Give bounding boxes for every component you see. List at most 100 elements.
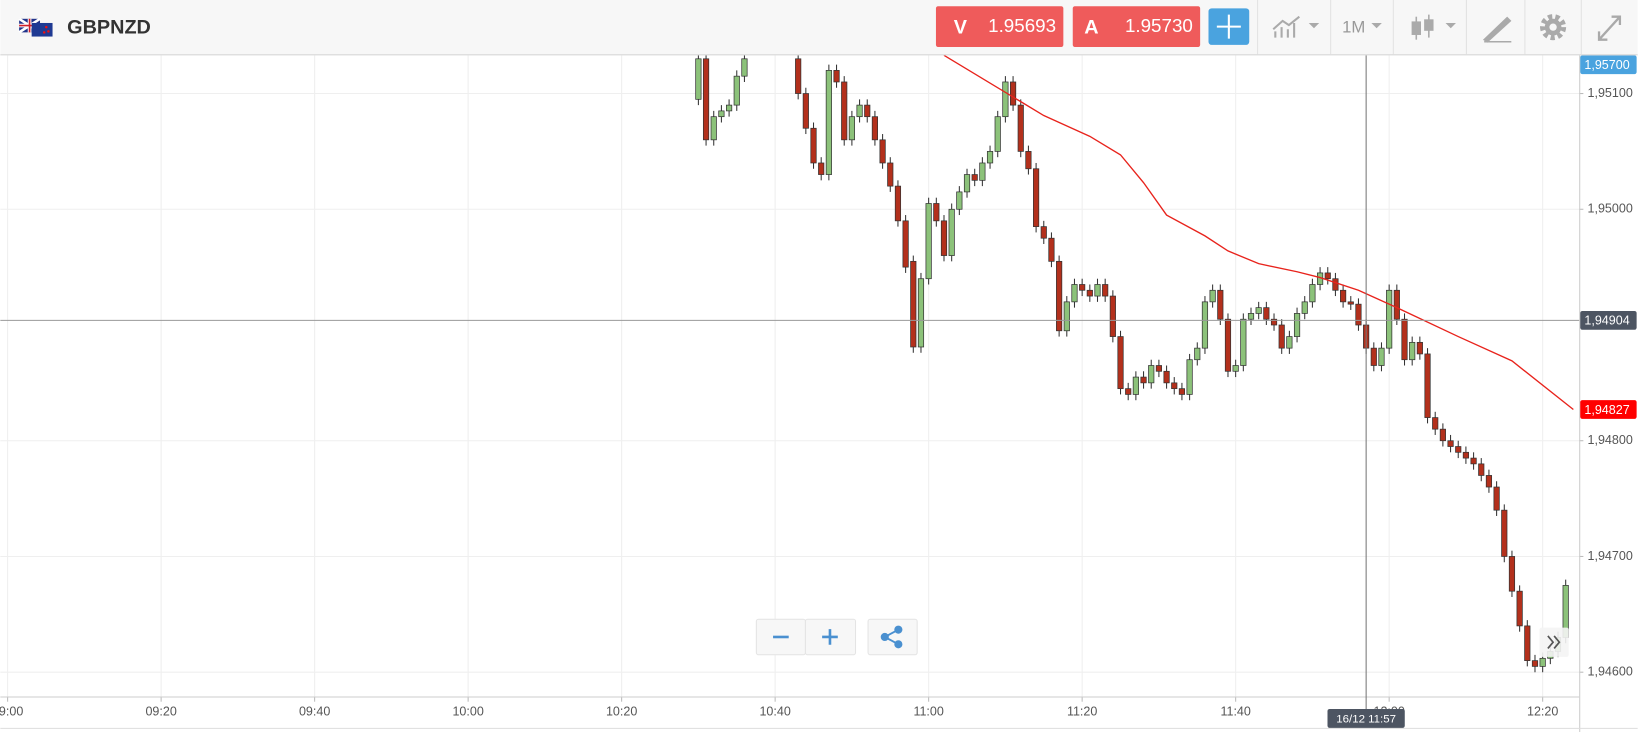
- separators: [1257, 0, 1582, 55]
- candle-body: [1493, 486, 1500, 511]
- candle-body: [1439, 428, 1446, 442]
- candle-body: [1416, 341, 1423, 355]
- series-layer: [695, 55, 1574, 673]
- candle-body: [948, 208, 955, 256]
- crosshair-icon: [1216, 14, 1241, 39]
- moving-average-line: [943, 55, 1574, 411]
- candle-body: [1516, 590, 1523, 627]
- sell-price: 1.95693: [988, 15, 1056, 36]
- x-tick-label: 12:20: [1527, 704, 1558, 718]
- candle-body: [1324, 272, 1331, 280]
- candle-body: [1171, 382, 1178, 390]
- candle-body: [1033, 168, 1040, 227]
- indicator-button[interactable]: [1272, 15, 1320, 38]
- x-tick-label: 11:40: [1220, 704, 1250, 718]
- candle-body: [1531, 660, 1539, 667]
- timeframe-caret: [1371, 22, 1382, 29]
- candle-body: [917, 278, 925, 348]
- candle-body: [1240, 318, 1247, 366]
- candle-body: [1255, 307, 1262, 314]
- candle-body: [1378, 347, 1385, 366]
- candle-body: [1478, 463, 1485, 476]
- buy-price: 1.95730: [1125, 15, 1193, 36]
- candle-body: [887, 162, 894, 187]
- candle-body: [1485, 475, 1493, 488]
- share[interactable]: [867, 618, 918, 656]
- fullscreen-button[interactable]: [1597, 15, 1622, 41]
- candle-body: [726, 104, 733, 112]
- candle-body: [825, 70, 832, 175]
- candle-body: [802, 93, 809, 129]
- candle-body: [925, 203, 932, 280]
- candle-body: [1125, 388, 1132, 395]
- y-tick-label: 1,94800: [1588, 433, 1633, 447]
- timeframe[interactable]: 1M: [1342, 18, 1365, 37]
- draw-button[interactable]: [1482, 16, 1512, 43]
- candle-body: [1209, 289, 1216, 303]
- x-tick-label: 09:20: [145, 704, 176, 718]
- candle-body: [1224, 318, 1232, 372]
- candle-body: [848, 116, 855, 141]
- candle-body: [1117, 336, 1124, 390]
- candle-body: [741, 58, 748, 77]
- scroll-right-icon: [1547, 635, 1561, 649]
- candle-body: [1040, 226, 1047, 239]
- candle-body: [733, 75, 740, 106]
- candle-body: [1447, 440, 1454, 447]
- candle-body: [971, 174, 978, 181]
- candle-body: [963, 174, 971, 193]
- x-tick-label: 09:40: [299, 704, 330, 718]
- candle-body: [1393, 289, 1400, 320]
- candle-body: [1286, 336, 1293, 349]
- candle-body: [710, 116, 717, 141]
- candle-body: [1501, 509, 1508, 557]
- candle-body: [940, 220, 948, 256]
- y-tick-label: 1,95100: [1588, 86, 1633, 100]
- x-tick-label: 11:00: [913, 704, 943, 718]
- candle-body: [1293, 313, 1301, 337]
- candle-body: [856, 104, 863, 118]
- candle-body: [1263, 307, 1270, 320]
- candle-body: [1201, 301, 1209, 349]
- candle-body: [1409, 341, 1416, 361]
- candle-body: [1009, 81, 1017, 106]
- candle-body: [1470, 457, 1477, 465]
- symbol: GBPNZD: [67, 16, 151, 38]
- candle-body: [994, 116, 1001, 152]
- candle-body: [1232, 365, 1239, 372]
- candle-body: [1370, 347, 1377, 366]
- candle-body: [702, 58, 710, 141]
- x-tick-label: 11:20: [1067, 704, 1097, 718]
- candle-body: [1109, 295, 1116, 337]
- chart-type-button[interactable]: [1411, 14, 1456, 40]
- candle-body: [1186, 359, 1193, 395]
- candle-body: [1086, 289, 1093, 297]
- candle-body: [1424, 353, 1431, 418]
- candle-body: [1025, 151, 1032, 170]
- candle-body: [956, 191, 963, 210]
- x-tick-label: 10:00: [452, 704, 483, 718]
- candle-body: [894, 185, 902, 222]
- x-tick-label: 10:40: [759, 704, 790, 718]
- x-tick-label: 10:20: [606, 704, 637, 718]
- sell-button[interactable]: [935, 6, 1064, 47]
- candle-body: [1340, 289, 1347, 303]
- settings-button[interactable]: [1540, 14, 1567, 41]
- candle-body: [1194, 347, 1201, 361]
- candle-body: [1270, 318, 1278, 326]
- y-tick-label: 1,94700: [1588, 549, 1633, 563]
- candle-body: [695, 58, 702, 100]
- candle-body: [1148, 365, 1155, 384]
- buy-button[interactable]: [1072, 6, 1201, 47]
- candle-body: [1217, 289, 1224, 320]
- candle-body: [1355, 303, 1362, 326]
- candle-body: [910, 260, 917, 348]
- candle-body: [1017, 104, 1024, 152]
- candle-body: [1002, 81, 1009, 118]
- candle-body: [1132, 376, 1139, 395]
- buy-label: A: [1084, 16, 1098, 38]
- price-badge: [1580, 400, 1637, 419]
- axes: 09:00 09:20 09:40 10:00 10:20 10:40 11:00 11:20…: [0, 55, 1638, 732]
